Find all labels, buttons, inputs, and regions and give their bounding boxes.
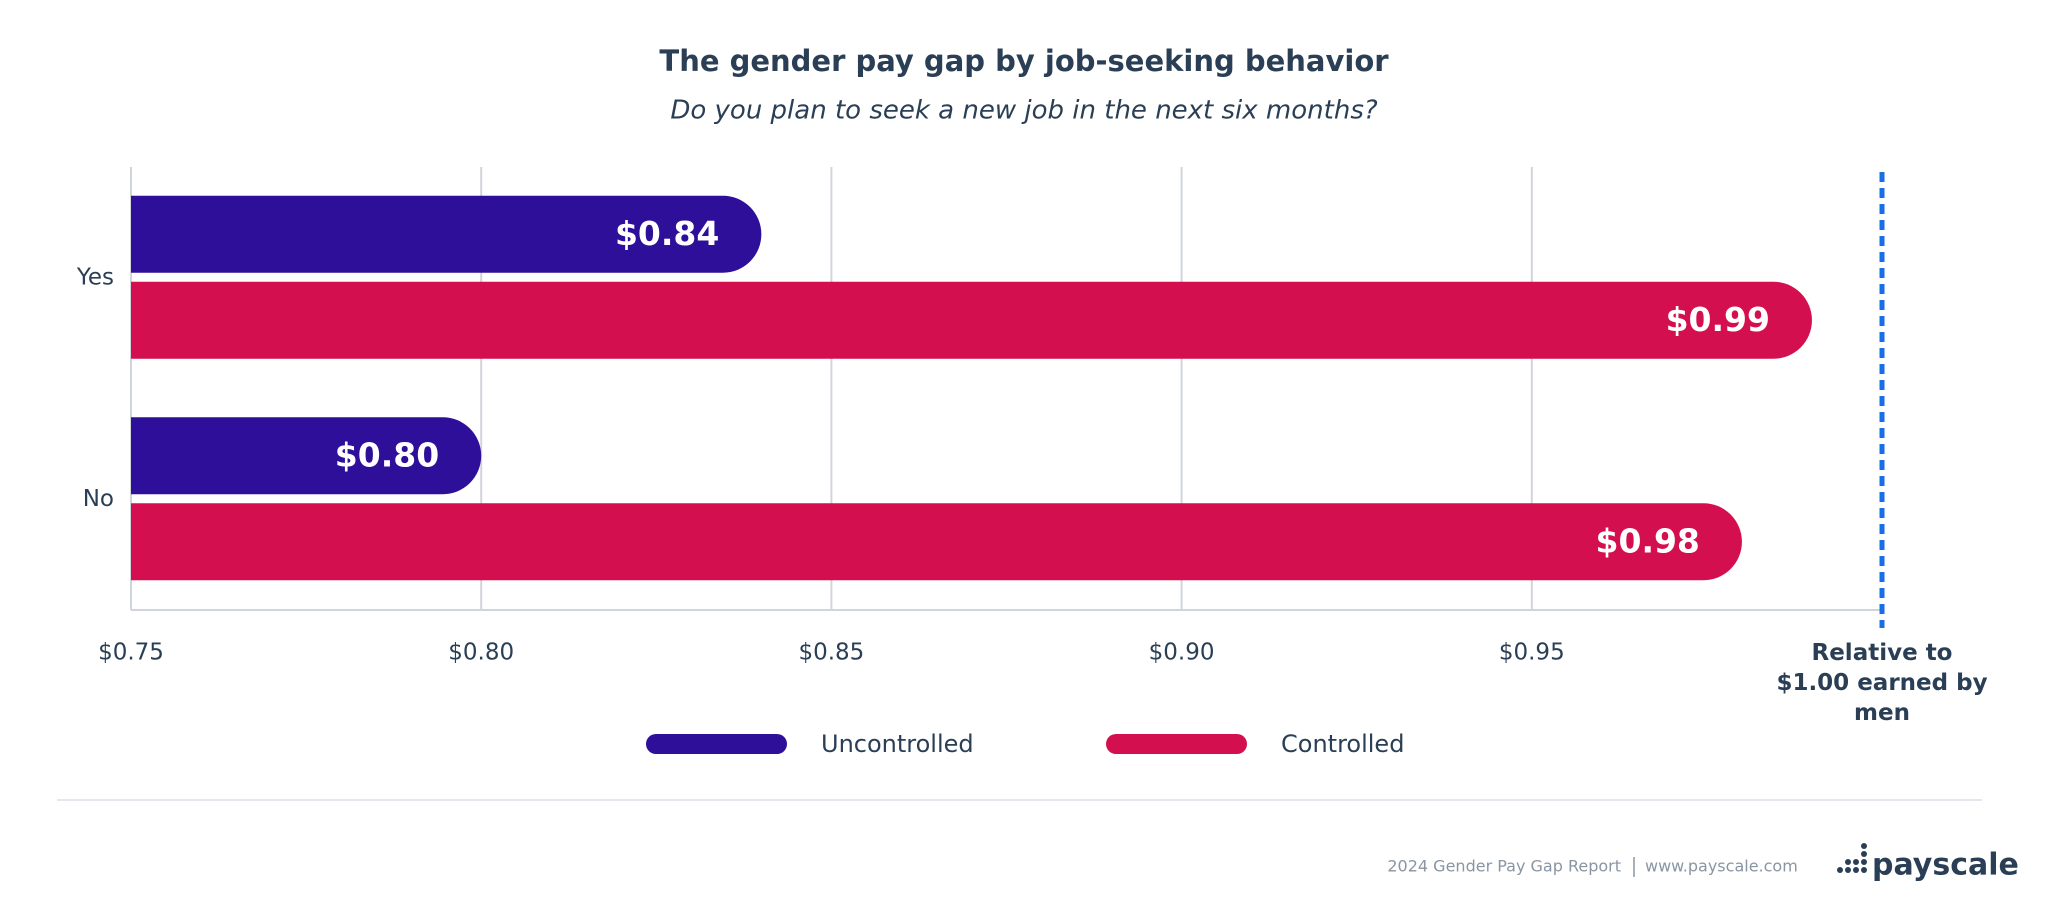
x-tick-label: $0.85 [798, 640, 864, 666]
y-tick-label: No [83, 486, 114, 512]
x-tick-label: $0.90 [1149, 640, 1215, 666]
logo-icon [1837, 843, 1867, 873]
bar [131, 281, 1812, 359]
source-url: www.payscale.com [1645, 857, 1798, 876]
legend-swatch [646, 734, 787, 754]
y-tick-label: Yes [76, 264, 114, 290]
bar [131, 195, 762, 273]
value-label: $0.84 [615, 214, 719, 253]
legend-label: Controlled [1281, 730, 1404, 758]
value-label: $0.98 [1596, 521, 1700, 560]
legend-swatch [1106, 734, 1247, 754]
x-tick-label: $0.95 [1499, 640, 1565, 666]
reference-label: Relative to $1.00 earned by men [1776, 640, 1988, 726]
value-label: $0.80 [335, 435, 439, 474]
legend-label: Uncontrolled [821, 730, 974, 758]
bar [131, 417, 482, 495]
x-tick-label: $0.80 [448, 640, 514, 666]
x-tick-label: $0.75 [98, 640, 164, 666]
bar [131, 503, 1742, 581]
chart-title: The gender pay gap by job-seeking behavi… [659, 44, 1389, 78]
chart-subtitle: Do you plan to seek a new job in the nex… [670, 96, 1378, 126]
source: 2024 Gender Pay Gap Report [1387, 857, 1621, 876]
brand: payscale [1872, 848, 2019, 883]
value-label: $0.99 [1666, 300, 1770, 339]
